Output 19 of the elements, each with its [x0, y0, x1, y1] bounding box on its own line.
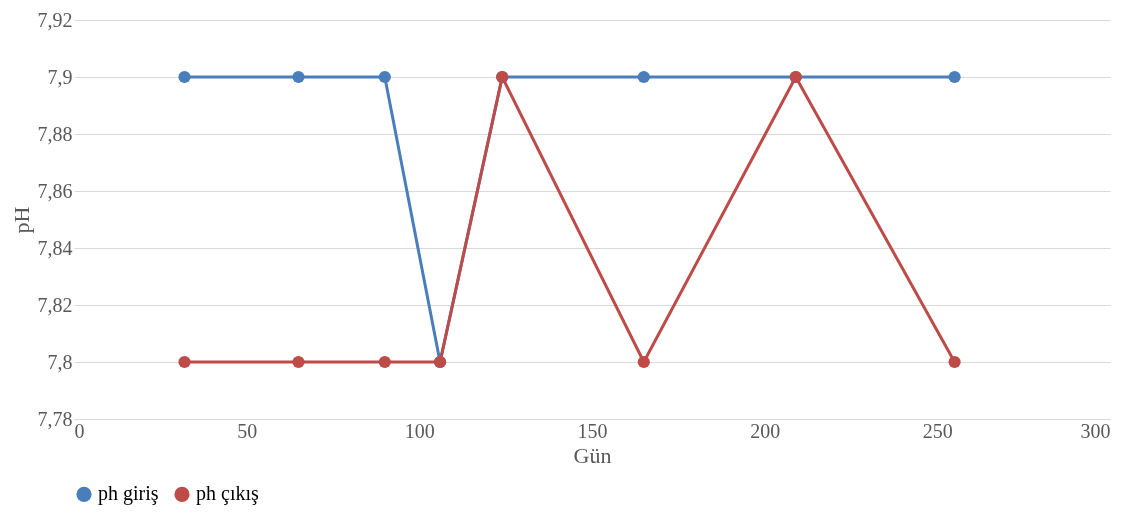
x-tick-label: 0	[74, 419, 85, 442]
x-axis-title: Gün	[573, 442, 612, 468]
x-tick-label: 50	[237, 419, 258, 442]
x-tick-label: 250	[922, 419, 953, 442]
legend-label: ph giriş	[98, 482, 159, 506]
y-tick-label: 7,88	[37, 122, 73, 145]
x-tick-label: 300	[1080, 419, 1111, 442]
x-tick-label: 100	[404, 419, 435, 442]
y-tick-label: 7,92	[37, 8, 73, 31]
y-tick-label: 7,9	[47, 65, 73, 88]
x-tick-label: 200	[750, 419, 781, 442]
y-tick-label: 7,8	[47, 350, 73, 373]
y-tick-label: 7,78	[37, 407, 73, 430]
y-tick-label: 7,86	[37, 179, 73, 202]
y-tick-label: 7,82	[37, 293, 73, 316]
x-tick-label: 150	[577, 419, 608, 442]
legend-label: ph çıkış	[196, 482, 259, 506]
y-tick-label: 7,84	[37, 236, 73, 259]
y-axis-title: pH	[8, 206, 34, 234]
